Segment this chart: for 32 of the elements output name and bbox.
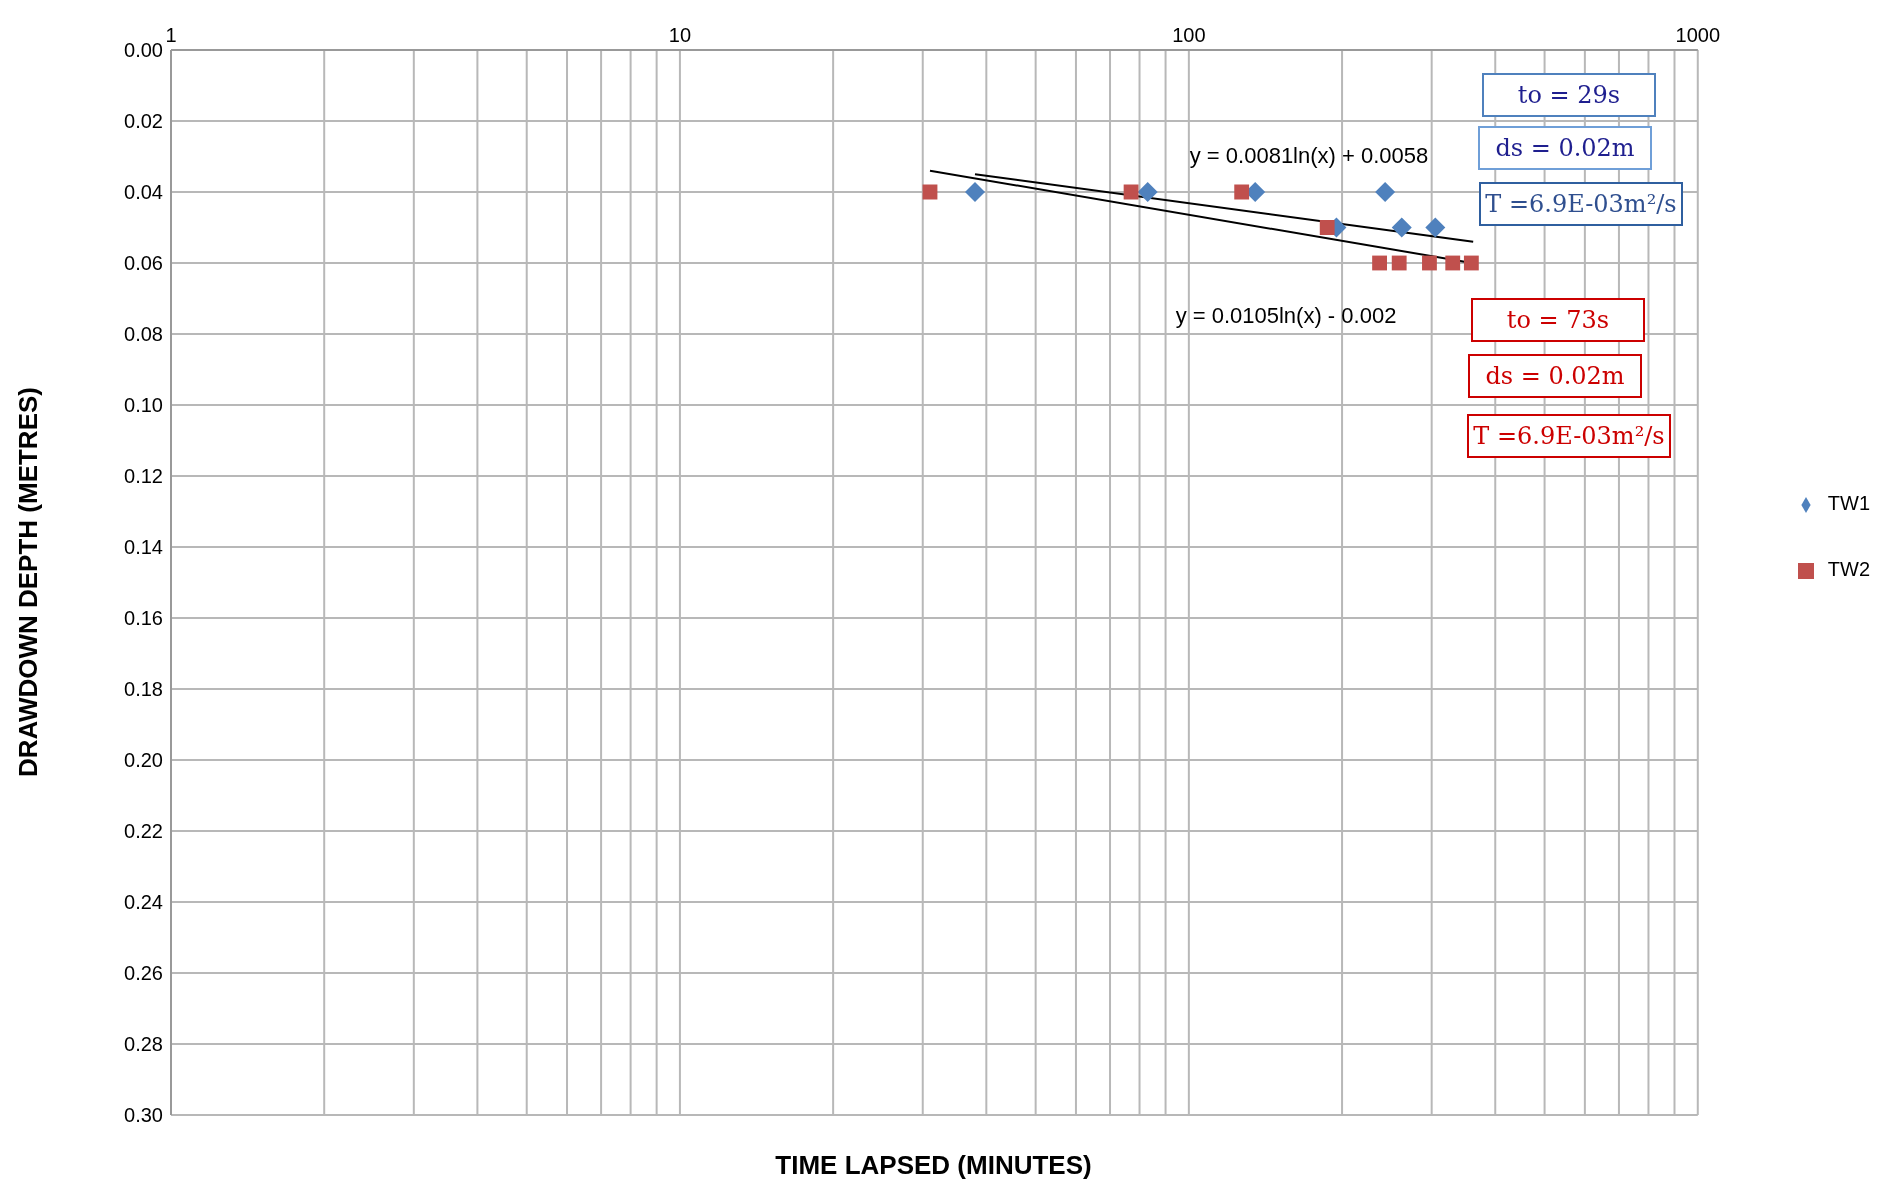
annotation: T =6.9E-03m²/s <box>1467 414 1671 458</box>
y-tick-label: 0.28 <box>124 1033 163 1056</box>
y-tick-label: 0.18 <box>124 678 163 701</box>
annotation: T =6.9E-03m²/s <box>1479 182 1683 226</box>
annotation: ds = 0.02m <box>1478 126 1652 170</box>
annotation: ds = 0.02m <box>1468 354 1642 398</box>
y-tick-label: 0.24 <box>124 891 163 914</box>
x-axis-title: TIME LAPSED (MINUTES) <box>774 1150 1093 1181</box>
y-tick-label: 0.04 <box>124 181 163 204</box>
y-axis-title: DRAWDOWN DEPTH (METRES) <box>12 387 44 777</box>
x-tick-label: 1000 <box>1675 24 1721 46</box>
y-tick-label: 0.16 <box>124 607 163 630</box>
annotation: to = 29s <box>1482 73 1656 117</box>
y-tick-label: 0.12 <box>124 465 163 488</box>
annotation: y = 0.0105ln(x) - 0.002 <box>1175 303 1397 329</box>
legend-label: TW1 <box>1827 492 1870 514</box>
y-tick-label: 0.22 <box>124 820 163 843</box>
y-tick-label: 0.26 <box>124 962 163 985</box>
legend-label: TW2 <box>1827 558 1870 580</box>
y-tick-label: 0.30 <box>124 1104 163 1127</box>
y-tick-label: 0.00 <box>124 39 163 62</box>
x-tick-label: 10 <box>668 24 692 46</box>
annotation: to = 73s <box>1471 298 1645 342</box>
y-tick-label: 0.14 <box>124 536 163 559</box>
y-tick-label: 0.06 <box>124 252 163 275</box>
y-tick-label: 0.10 <box>124 394 163 417</box>
x-tick-label: 100 <box>1172 24 1206 46</box>
annotation: y = 0.0081ln(x) + 0.0058 <box>1189 143 1429 169</box>
y-tick-label: 0.20 <box>124 749 163 772</box>
y-tick-label: 0.08 <box>124 323 163 346</box>
x-tick-label: 1 <box>165 24 177 46</box>
y-tick-label: 0.02 <box>124 110 163 133</box>
